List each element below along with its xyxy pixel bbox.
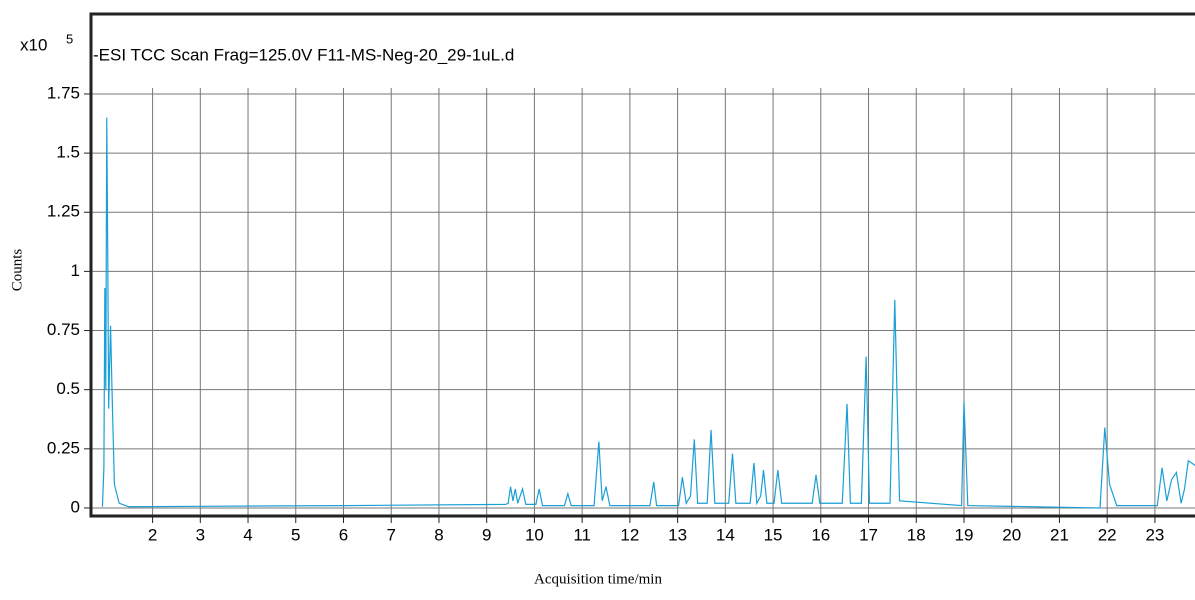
y-multiplier-exponent: 5 <box>66 31 73 46</box>
x-tick-label: 22 <box>1098 525 1117 544</box>
x-tick-label: 10 <box>525 525 544 544</box>
x-tick-label: 12 <box>620 525 639 544</box>
x-tick-label: 16 <box>811 525 830 544</box>
y-multiplier: x10 <box>20 35 47 54</box>
x-tick-label: 15 <box>764 525 783 544</box>
grid <box>84 88 1195 523</box>
x-tick-label: 13 <box>668 525 687 544</box>
x-axis-label: Acquisition time/min <box>534 571 662 587</box>
y-tick-label: 1.25 <box>47 202 80 221</box>
y-tick-label: 0.25 <box>47 438 80 457</box>
x-tick-label: 19 <box>955 525 974 544</box>
x-tick-label: 20 <box>1002 525 1021 544</box>
x-tick-label: 9 <box>482 525 491 544</box>
x-tick-label: 23 <box>1145 525 1164 544</box>
y-tick-label: 1 <box>71 261 80 280</box>
chart-title: -ESI TCC Scan Frag=125.0V F11-MS-Neg-20_… <box>93 45 514 64</box>
chromatogram-line <box>101 117 1195 509</box>
y-tick-label: 0.75 <box>47 320 80 339</box>
x-tick-label: 5 <box>291 525 300 544</box>
plot <box>101 117 1195 509</box>
x-tick-label: 11 <box>573 525 591 544</box>
y-axis-label: Counts <box>9 249 25 292</box>
y-tick-label: 1.5 <box>56 143 80 162</box>
plot-frame <box>89 12 1195 518</box>
x-tick-label: 4 <box>243 525 252 544</box>
x-tick-label: 17 <box>859 525 878 544</box>
x-tick-label: 18 <box>907 525 926 544</box>
x-tick-label: 8 <box>434 525 443 544</box>
x-tick-label: 14 <box>716 525 735 544</box>
y-tick-label: 0 <box>71 497 80 516</box>
x-tick-label: 6 <box>339 525 348 544</box>
x-tick-label: 7 <box>386 525 395 544</box>
y-tick-label: 0.5 <box>56 379 80 398</box>
y-tick-label: 1.75 <box>47 83 80 102</box>
x-tick-label: 21 <box>1050 525 1069 544</box>
x-tick-label: 3 <box>196 525 205 544</box>
x-tick-label: 2 <box>148 525 157 544</box>
